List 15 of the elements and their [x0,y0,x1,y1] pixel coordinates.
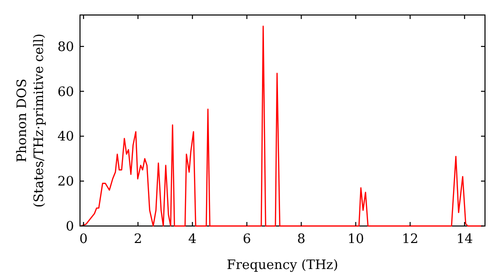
x-tick-label: 8 [297,232,306,247]
x-tick-label: 6 [242,232,251,247]
y-tick-label: 80 [57,40,74,55]
x-tick-label: 14 [456,232,473,247]
y-tick-label: 60 [57,84,74,100]
x-tick-label: 0 [79,232,88,247]
x-tick-label: 4 [188,232,197,247]
x-tick-label: 10 [347,232,364,247]
x-tick-label: 12 [402,232,418,247]
y-tick-label: 40 [57,130,74,145]
y-axis-title: Phonon DOS (States/THz·primitive cell) [15,33,47,208]
x-tick-label: 2 [134,232,142,247]
y-tick-label: 0 [66,220,74,234]
x-axis-title: Frequency (THz) [226,258,338,273]
y-tick-label: 20 [57,174,74,190]
